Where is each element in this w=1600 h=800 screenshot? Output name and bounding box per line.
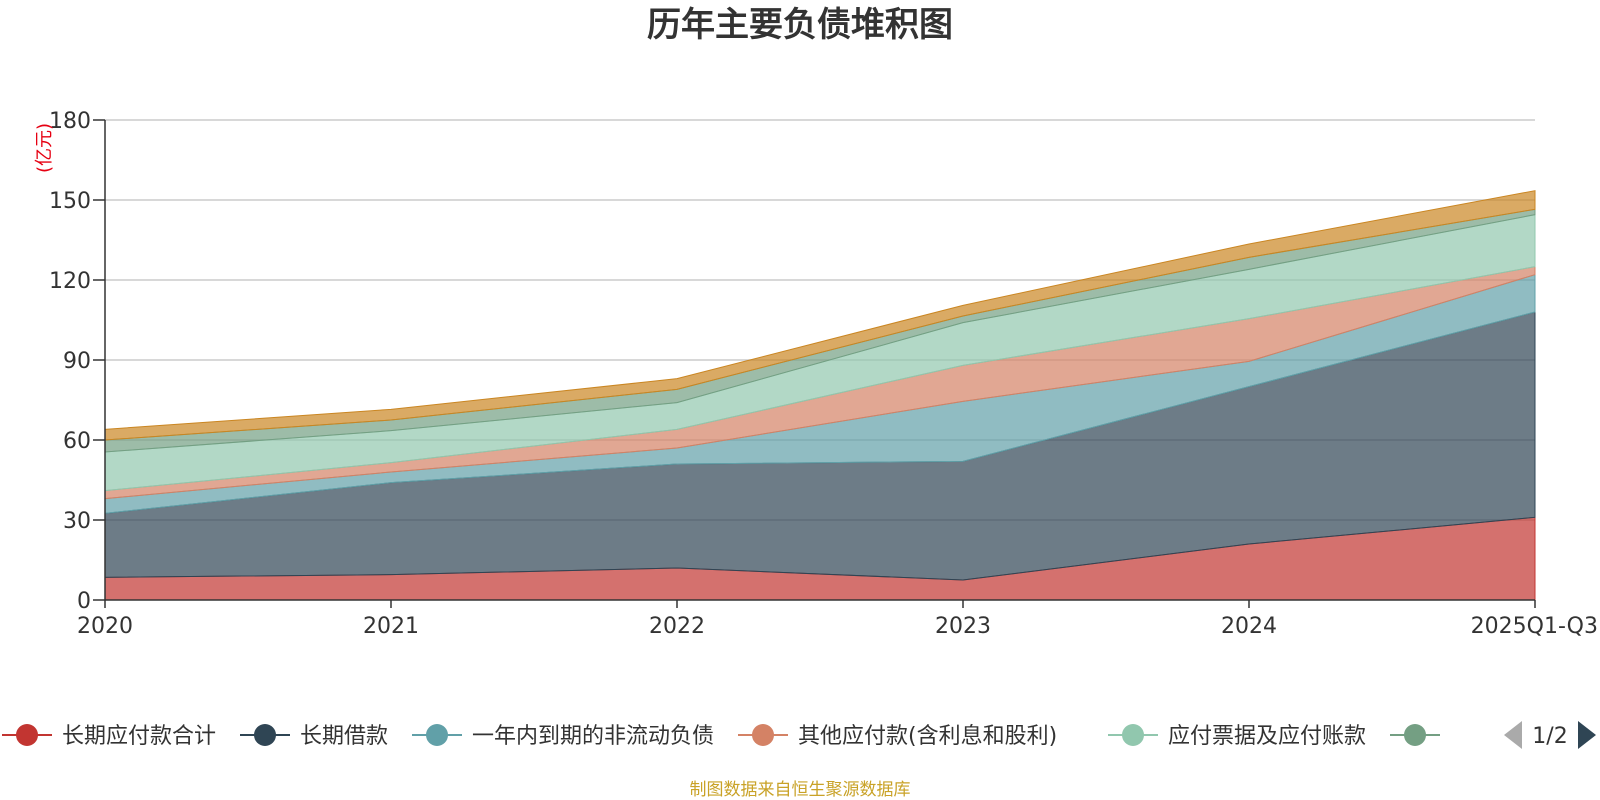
axes: 0 30 60 90 120 150 180 2020 2021 2022 2023 2024 2025… — [49, 109, 1598, 639]
legend-item-1: 长期借款 — [240, 724, 388, 749]
legend-item-2: 一年内到期的非流动负债 — [412, 724, 714, 749]
legend-prev-icon — [1504, 721, 1522, 749]
source-note: 制图数据来自恒生聚源数据库 — [690, 780, 911, 800]
y-tick-label: 60 — [63, 429, 91, 454]
x-tick-label: 2023 — [935, 614, 991, 639]
x-tick-label: 2022 — [649, 614, 705, 639]
legend: 长期应付款合计 长期借款 一年内到期的非流动负债 其他应付款(含利息和股利) 应付票据及… — [2, 721, 1596, 749]
legend-label: 长期应付款合计 — [62, 724, 216, 749]
x-tick-label: 2024 — [1221, 614, 1277, 639]
legend-label: 长期借款 — [300, 724, 388, 749]
y-tick-label: 120 — [49, 269, 91, 294]
legend-label: 其他应付款(含利息和股利) — [798, 724, 1057, 749]
legend-marker — [254, 724, 276, 746]
y-tick-label: 90 — [63, 349, 91, 374]
legend-item-3: 其他应付款(含利息和股利) — [738, 724, 1057, 749]
legend-item-5 — [1390, 724, 1440, 746]
series-area-6 — [104, 190, 1536, 441]
y-tick-label: 30 — [63, 509, 91, 534]
y-tick-label: 180 — [49, 109, 91, 134]
legend-label: 应付票据及应付账款 — [1168, 724, 1366, 749]
legend-marker — [16, 724, 38, 746]
x-tick-label: 2020 — [77, 614, 133, 639]
legend-item-4: 应付票据及应付账款 — [1108, 724, 1366, 749]
unit-label: (亿元) — [34, 123, 55, 173]
legend-marker — [426, 724, 448, 746]
x-tick-label: 2025Q1-Q3 — [1471, 614, 1598, 639]
legend-marker — [752, 724, 774, 746]
y-tick-label: 150 — [49, 189, 91, 214]
legend-next-icon — [1578, 721, 1596, 749]
y-tick-label: 0 — [77, 589, 91, 614]
legend-page-indicator: 1/2 — [1532, 724, 1567, 749]
series-areas — [104, 190, 1536, 601]
legend-item-0: 长期应付款合计 — [2, 724, 216, 749]
chart-title: 历年主要负债堆积图 — [647, 5, 953, 45]
legend-marker — [1122, 724, 1144, 746]
legend-marker — [1404, 724, 1426, 746]
legend-label: 一年内到期的非流动负债 — [472, 724, 714, 749]
x-tick-label: 2021 — [363, 614, 419, 639]
